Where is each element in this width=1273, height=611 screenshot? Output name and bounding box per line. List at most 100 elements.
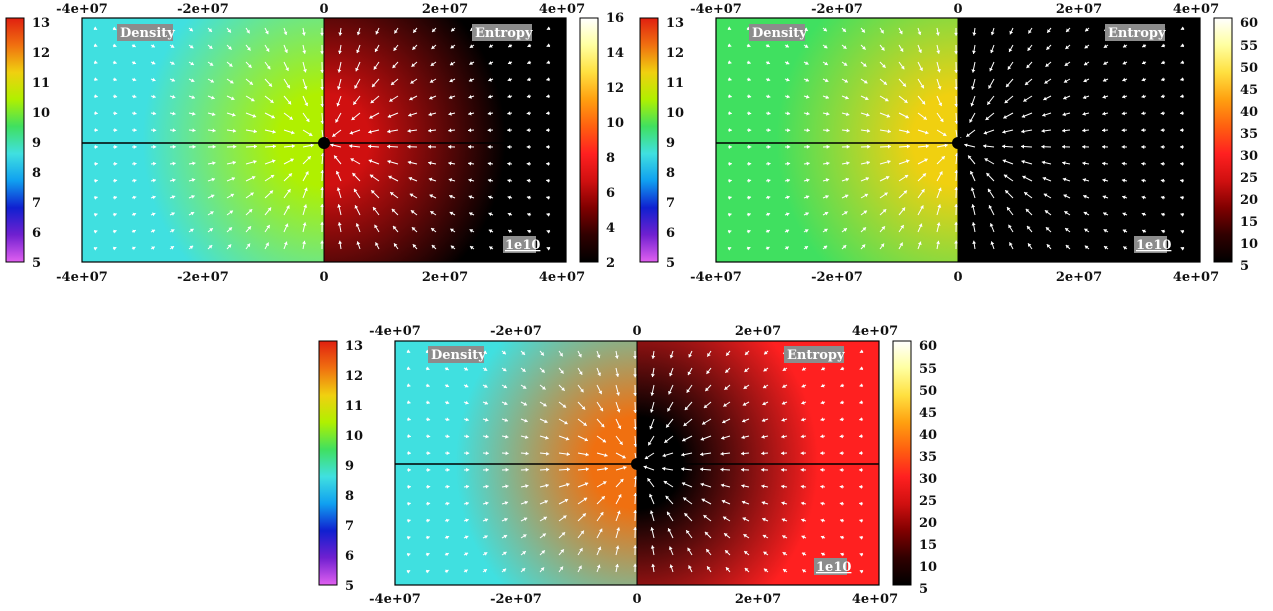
velocity-arrowhead [545,483,549,488]
velocity-arrowhead [1028,29,1032,34]
velocity-arrowhead [859,383,863,388]
velocity-arrowhead [804,27,808,31]
velocity-arrowhead [468,128,472,133]
velocity-arrowhead [688,565,692,569]
entropy-label-badge [784,346,844,363]
velocity-arrowhead [684,513,688,517]
velocity-arrowhead [508,60,512,65]
velocity-arrowhead [900,225,904,229]
velocity-arrowhead [413,29,417,33]
velocity-arrowhead [748,128,752,133]
velocity-arrowhead [578,565,582,570]
velocity-arrowhead [429,79,434,83]
velocity-arrowhead [303,86,308,90]
x-axis-bottom: -4e+07 -2e+07 0 2e+07 4e+07 [690,270,1219,285]
x-tick-top: 4e+07 [539,2,585,17]
velocity-arrowhead [1102,128,1106,133]
velocity-arrowhead [968,155,972,159]
velocity-arrowhead [936,50,941,54]
velocity-arrowhead [820,400,825,405]
velocity-arrowhead [1141,178,1145,183]
density-tick: 9 [345,459,354,474]
velocity-arrowhead [523,517,528,521]
velocity-arrowhead [1122,61,1127,65]
velocity-arrowhead [584,437,588,442]
velocity-arrowhead [663,481,668,485]
velocity-arrowhead [271,159,276,164]
velocity-arrowhead [1063,79,1068,83]
velocity-arrowhead [407,128,411,133]
panel-top-left: 5 6 7 8 9 10 11 12 13 Density Entropy 1e… [5,2,624,285]
velocity-arrowhead [151,246,155,250]
velocity-arrowhead [763,384,767,389]
x-tick-top: -2e+07 [177,2,229,17]
velocity-arrowhead [1009,242,1013,246]
velocity-arrowhead [781,501,785,506]
entropy-tick: 20 [1240,193,1258,208]
velocity-arrowhead [406,366,411,371]
velocity-arrowhead [133,145,137,149]
velocity-arrowhead [230,193,234,198]
velocity-arrowhead [720,451,724,456]
velocity-arrowhead [330,143,334,148]
velocity-arrowhead [114,128,118,133]
velocity-arrowhead [1141,128,1145,133]
velocity-arrowhead [887,144,891,149]
velocity-arrowhead [1122,229,1127,233]
entropy-tick: 35 [919,450,937,465]
velocity-arrowhead [1043,96,1047,101]
x-tick-bottom: 2e+07 [735,592,781,607]
velocity-arrowhead [1083,211,1088,216]
velocity-arrowhead [1022,175,1026,180]
velocity-arrowhead [305,118,310,122]
velocity-arrowhead [989,67,993,72]
velocity-arrowhead [1160,161,1164,166]
velocity-arrowhead [985,116,990,120]
velocity-arrowhead [1082,95,1087,100]
velocity-arrowhead [133,128,137,133]
velocity-arrowhead [1161,229,1165,234]
velocity-arrowhead [94,94,98,99]
velocity-arrowhead [1142,60,1146,65]
velocity-arrowhead [546,212,550,217]
velocity-arrowhead [485,451,489,456]
velocity-arrowhead [820,467,824,472]
velocity-arrowhead [744,368,748,372]
velocity-arrowhead [969,119,973,123]
velocity-arrowhead [801,535,806,540]
velocity-arrowhead [766,212,771,217]
velocity-arrowhead [859,535,863,540]
velocity-arrowhead [428,161,432,166]
entropy-tick: 5 [919,582,928,597]
velocity-arrowhead [742,402,747,406]
velocity-arrowhead [802,569,806,573]
velocity-arrowhead [407,417,411,422]
velocity-arrowhead [1180,43,1185,48]
entropy-tick: 2 [606,256,615,271]
velocity-arrowhead [191,195,195,199]
velocity-arrowhead [825,178,830,182]
velocity-arrowhead [800,484,804,489]
velocity-arrowhead [1102,178,1106,183]
velocity-arrowhead [489,44,493,48]
velocity-arrowhead [667,511,671,516]
velocity-arrowhead [356,31,361,36]
velocity-arrowhead [782,535,786,539]
velocity-arrowhead [1083,194,1087,199]
velocity-arrowhead [746,246,751,251]
velocity-arrowhead [786,178,790,183]
velocity-arrowhead [483,569,487,573]
velocity-arrowhead [191,95,195,99]
velocity-arrowhead [192,128,196,133]
velocity-arrowhead [783,569,787,573]
entropy-field [958,18,1200,262]
velocity-arrowhead [113,212,117,217]
velocity-arrowhead [487,178,492,183]
velocity-arrowhead [272,144,276,149]
velocity-arrowhead [881,47,885,51]
density-tick: 11 [666,76,684,91]
velocity-arrowhead [132,195,137,200]
velocity-arrowhead [446,417,450,422]
velocity-arrowhead [483,552,488,556]
density-label: Density [431,348,486,363]
